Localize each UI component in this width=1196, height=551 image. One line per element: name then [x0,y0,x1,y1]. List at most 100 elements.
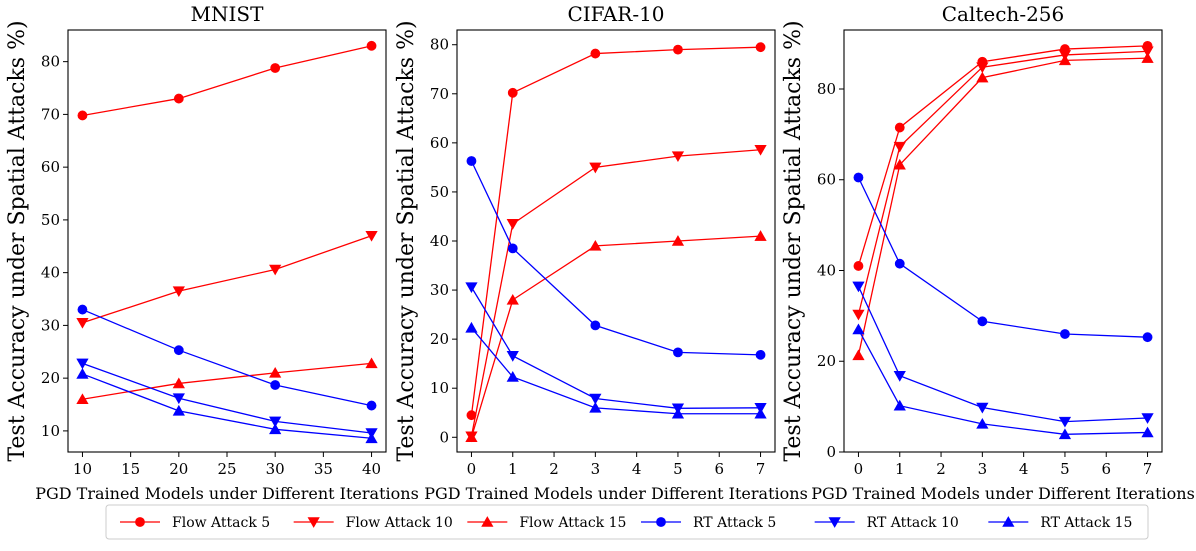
series-rt-attack-5 [77,304,377,411]
legend: Flow Attack 5 Flow Attack 10 Flow Attack 1… [105,504,1149,540]
data-point [1060,329,1070,339]
chart-panel-mnist: MNIST 10 15 20 25 30 35 40 10 20 30 40 50 60 70 80 PGD T… [5,2,419,503]
legend-marker [1002,516,1015,527]
series-flow-attack-10 [465,144,767,443]
legend-label: RT Attack 10 [867,515,959,531]
y-tick-label: 80 [817,80,836,98]
data-point [76,368,89,379]
data-point [76,317,89,329]
data-point [894,258,905,269]
data-point [465,282,478,294]
data-point [976,402,989,414]
data-point [365,230,378,242]
data-point [755,42,766,53]
x-tick-label: 15 [121,460,140,478]
chart-title: Caltech-256 [942,2,1065,26]
legend-item-flow-attack-10: Flow Attack 10 [293,515,453,531]
y-tick-label: 70 [41,105,60,123]
legend-marker [135,517,145,527]
data-point [852,349,865,361]
x-axis-label: PGD Trained Models under Different Itera… [424,484,808,503]
data-point [1058,428,1072,440]
data-point [77,304,88,315]
y-tick-label: 0 [826,443,836,461]
series-line [857,57,1148,356]
legend-item-flow-attack-15: Flow Attack 15 [467,515,626,531]
data-point [1142,332,1153,343]
legend-item-rt-attack-10: RT Attack 10 [814,515,959,531]
x-tick-label: 2 [936,460,946,478]
series-flow-attack-15 [76,357,378,405]
x-tick-label: 5 [673,460,683,478]
y-tick-label: 20 [430,330,449,348]
data-point [270,380,281,390]
chart-panel-caltech-256: Caltech-256 0 1 2 3 4 5 6 7 0 20 40 60 80 PGD Trained … [781,2,1195,503]
plot-frame [67,29,387,453]
data-point [366,400,377,411]
series-rt-attack-5 [853,172,1153,343]
data-point [853,172,864,183]
data-point [76,358,89,370]
series-line [857,50,1148,315]
x-tick-label: 6 [714,460,724,478]
y-tick-label: 30 [430,281,449,299]
data-point [365,357,378,369]
data-point [1141,426,1154,438]
legend-label: RT Attack 5 [693,515,776,531]
data-point [976,71,989,83]
series-line [82,362,372,434]
data-point [671,407,685,419]
data-point [852,281,865,293]
data-point [269,416,282,428]
x-tick-label: 7 [756,460,766,478]
data-point [589,239,602,251]
legend-label: Flow Attack 15 [519,515,626,531]
series-flow-attack-5 [853,40,1153,271]
data-point [852,309,865,321]
x-tick-label: 6 [1101,460,1111,478]
data-point [673,44,683,55]
y-tick-label: 0 [439,428,449,446]
x-tick-label: 4 [1019,460,1029,478]
series-rt-attack-15 [465,321,767,419]
data-point [671,151,685,163]
data-point [853,261,864,271]
series-line [82,45,372,117]
series-flow-attack-15 [852,52,1154,361]
x-tick-label: 30 [266,460,285,478]
data-point [365,432,378,444]
plot-frame [843,29,1163,453]
data-point [893,370,906,382]
data-point [754,144,767,156]
data-point [270,63,281,73]
series-flow-attack-10 [852,46,1154,321]
data-point [466,156,477,166]
x-axis-label: PGD Trained Models under Different Itera… [811,484,1195,503]
series-line [470,46,761,416]
data-point [507,243,518,254]
x-axis-label: PGD Trained Models under Different Itera… [35,484,419,503]
data-point [1141,413,1154,424]
y-axis-label: Test Accuracy under Spatial Attacks %) [5,20,30,461]
series-line [857,329,1148,435]
data-point [1141,52,1154,63]
data-point [893,158,906,170]
x-tick-label: 10 [73,460,92,478]
legend-marker [481,516,494,527]
series-line [857,286,1148,423]
data-point [977,316,988,327]
y-tick-label: 20 [817,352,836,370]
data-point [590,320,601,331]
series-rt-attack-5 [466,156,766,360]
series-flow-attack-10 [76,230,378,329]
series-line [470,160,761,356]
series-line [857,45,1148,267]
data-point [269,423,282,435]
x-tick-label: 1 [895,460,905,478]
x-tick-label: 7 [1143,460,1153,478]
legend-label: Flow Attack 5 [172,515,270,531]
data-point [465,321,478,333]
y-tick-label: 30 [41,316,60,334]
series-line [82,362,372,400]
